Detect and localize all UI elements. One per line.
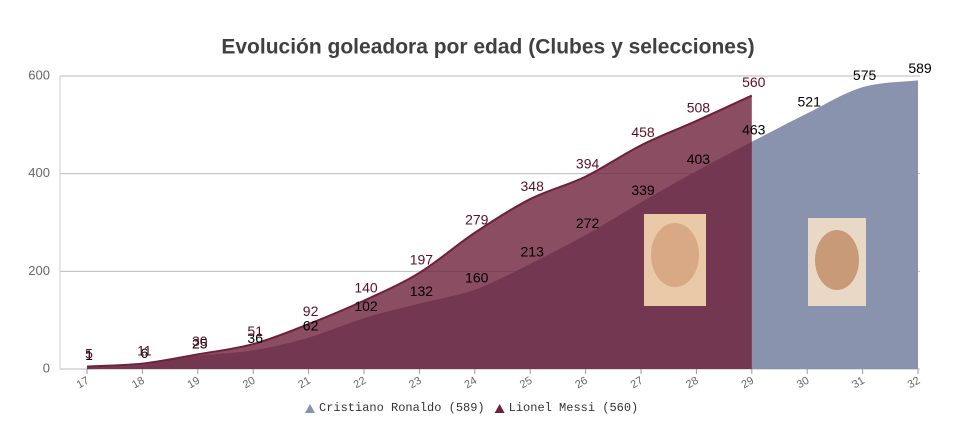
y-tick-label: 0 — [43, 360, 50, 375]
x-tick-label: 25 — [518, 375, 535, 392]
data-label: 92 — [303, 303, 319, 319]
data-label: 160 — [465, 270, 489, 286]
legend-symbol — [305, 404, 315, 413]
x-tick-label: 17 — [75, 375, 92, 392]
x-tick-label: 19 — [185, 375, 202, 392]
y-tick-label: 200 — [28, 263, 50, 278]
data-label: 279 — [465, 211, 489, 227]
legend-label: Cristiano Ronaldo (589) — [319, 401, 485, 415]
data-label: 11 — [137, 342, 152, 358]
x-tick-label: 29 — [739, 375, 756, 392]
data-label: 394 — [576, 155, 600, 171]
line — [86, 94, 753, 368]
x-tick-label: 24 — [462, 375, 479, 392]
data-label: 213 — [521, 244, 545, 260]
data-label: 62 — [303, 317, 319, 333]
data-label: 339 — [631, 182, 655, 198]
data-label: 589 — [908, 60, 932, 76]
x-tick-label: 32 — [906, 375, 923, 392]
data-label: 272 — [576, 215, 600, 231]
data-label: 5 — [85, 345, 93, 361]
y-tick-label: 400 — [28, 165, 50, 180]
data-label: 575 — [853, 67, 877, 83]
data-label: 463 — [742, 122, 766, 138]
data-label: 30 — [192, 333, 208, 349]
ronaldo-face — [815, 230, 859, 290]
x-tick-label: 31 — [850, 375, 867, 392]
data-label: 51 — [247, 323, 263, 339]
data-label: 348 — [521, 178, 545, 194]
x-tick-label: 26 — [573, 375, 590, 392]
legend-label: Lionel Messi (560) — [509, 401, 639, 415]
data-label: 560 — [742, 74, 766, 90]
x-tick-label: 30 — [795, 375, 812, 392]
data-label: 140 — [354, 279, 378, 295]
data-label: 36 — [247, 330, 263, 346]
x-tick-label: 28 — [684, 375, 701, 392]
data-label: 102 — [354, 298, 378, 314]
data-label: 521 — [798, 93, 822, 109]
data-label: 1 — [85, 347, 93, 363]
x-tick-label: 23 — [407, 375, 424, 392]
legend-symbol — [494, 404, 505, 413]
data-label: 508 — [687, 100, 711, 116]
x-tick-label: 18 — [130, 375, 147, 392]
x-tick-label: 21 — [296, 375, 313, 392]
photos — [644, 214, 866, 306]
x-tick-label: 27 — [629, 375, 646, 392]
area — [87, 95, 752, 370]
data-label: 197 — [410, 252, 434, 268]
x-tick-label: 20 — [241, 375, 258, 392]
data-label: 132 — [410, 283, 434, 299]
data-label: 458 — [631, 124, 655, 140]
x-tick-label: 22 — [352, 375, 369, 392]
data-label: 6 — [141, 345, 149, 361]
messi-face — [651, 223, 699, 287]
data-label: 25 — [192, 335, 208, 351]
data-label: 403 — [687, 151, 711, 167]
chart-title: Evolución goleadora por edad (Clubes y s… — [221, 36, 754, 59]
y-tick-label: 600 — [28, 67, 50, 82]
